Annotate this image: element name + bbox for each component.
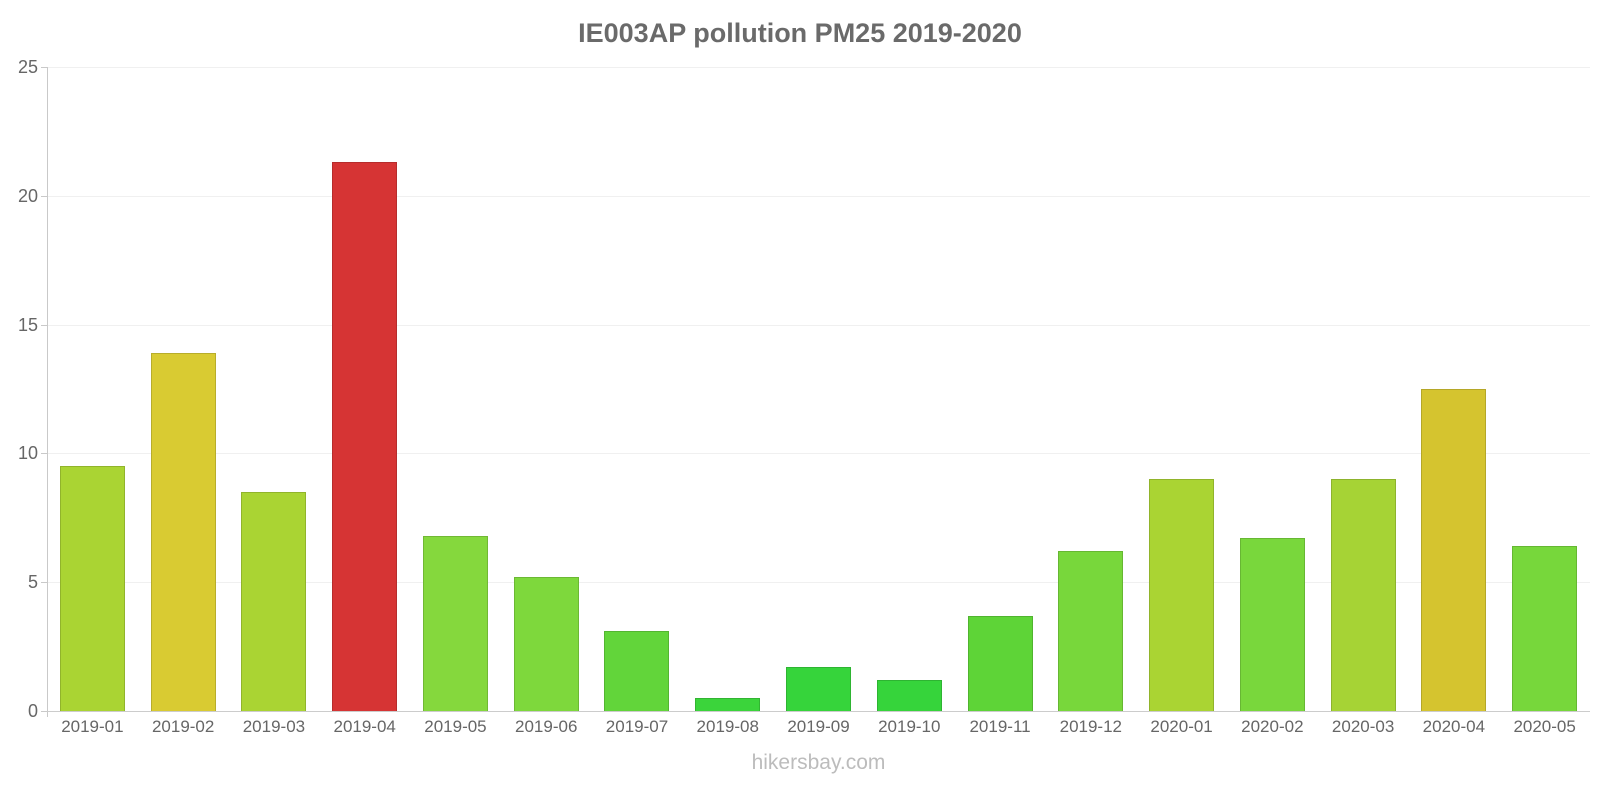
bar-slot-2019-07 — [592, 67, 683, 711]
gridline-20 — [48, 195, 1590, 197]
y-tick-15 — [41, 324, 47, 326]
y-axis-label-0: 0 — [27, 701, 38, 721]
bar-2019-09[interactable] — [786, 667, 851, 711]
bar-2019-10[interactable] — [876, 680, 942, 711]
y-tick-5 — [41, 582, 47, 584]
bar-slot-2019-06 — [501, 67, 592, 711]
x-axis-label-2020-03: 2020-03 — [1331, 717, 1395, 736]
x-axis-label-2020-01: 2020-01 — [1150, 717, 1213, 736]
bar-2020-02[interactable] — [1239, 538, 1305, 711]
x-axis-label-2019-06: 2019-06 — [515, 717, 578, 736]
bar-slot-2020-04 — [1408, 67, 1499, 711]
gridline-10 — [48, 453, 1590, 455]
watermark: hikersbay.com — [751, 751, 886, 774]
y-axis-label-15: 15 — [17, 314, 38, 335]
y-axis-label-10: 10 — [17, 443, 38, 464]
bar-2020-03[interactable] — [1330, 479, 1396, 711]
y-tick-25 — [41, 67, 47, 68]
bar-slot-2019-02 — [138, 67, 229, 711]
bar-slot-2020-05 — [1499, 67, 1590, 711]
bars-row — [47, 67, 1590, 711]
bar-slot-2019-03 — [229, 67, 320, 711]
x-axis-labels: 2019-01 2019-02 2019-03 2019-04 2019-05 2019-… — [47, 717, 1590, 737]
y-axis-line — [47, 67, 48, 717]
bar-slot-2019-12 — [1045, 67, 1136, 711]
bar-slot-2019-08 — [682, 67, 773, 711]
y-axis-label-5: 5 — [27, 572, 38, 593]
gridline-0 — [47, 711, 1590, 712]
bar-2019-02[interactable] — [150, 352, 216, 711]
bar-2019-01[interactable] — [59, 466, 125, 711]
x-axis-label-2019-09: 2019-09 — [787, 717, 850, 736]
bar-2019-06[interactable] — [513, 577, 579, 711]
bar-slot-2020-03 — [1318, 67, 1409, 711]
bar-2019-07[interactable] — [604, 631, 670, 711]
bar-2020-04[interactable] — [1421, 389, 1487, 711]
bar-2019-03[interactable] — [241, 492, 307, 711]
bar-slot-2020-01 — [1136, 67, 1227, 711]
bar-2019-12[interactable] — [1058, 551, 1124, 711]
y-tick-20 — [41, 195, 47, 197]
bar-2019-04[interactable] — [332, 162, 398, 711]
bar-slot-2019-11 — [955, 67, 1046, 711]
bar-2019-08[interactable] — [695, 698, 761, 711]
bar-2019-05[interactable] — [422, 535, 488, 711]
x-axis-label-2020-02: 2020-02 — [1241, 717, 1304, 736]
bar-slot-2019-05 — [410, 67, 501, 711]
y-tick-10 — [41, 453, 47, 455]
y-tick-0 — [41, 711, 47, 712]
gridline-15 — [48, 324, 1590, 326]
gridline-5 — [48, 582, 1590, 584]
bar-2019-11[interactable] — [967, 615, 1033, 711]
y-axis-label-25: 25 — [17, 57, 38, 77]
bar-slot-2019-10 — [864, 67, 955, 711]
x-axis-label-2019-01: 2019-01 — [61, 717, 124, 736]
gridline-25 — [48, 67, 1590, 68]
x-axis-label-2019-08: 2019-08 — [696, 717, 759, 736]
chart-title: IE003AP pollution PM25 2019-2020 — [578, 18, 1022, 48]
bar-slot-2019-09 — [773, 67, 864, 711]
x-axis-label-2019-03: 2019-03 — [242, 717, 306, 736]
bar-slot-2020-02 — [1227, 67, 1318, 711]
y-axis-label-20: 20 — [17, 185, 38, 206]
x-axis-label-2019-04: 2019-04 — [333, 717, 396, 736]
bar-2020-05[interactable] — [1512, 546, 1578, 711]
x-axis-label-2019-11: 2019-11 — [969, 717, 1031, 736]
x-axis-label-2019-10: 2019-10 — [878, 717, 941, 736]
x-axis-label-2019-02: 2019-02 — [151, 717, 215, 736]
x-axis-label-2020-04: 2020-04 — [1422, 717, 1486, 736]
x-axis-label-2019-12: 2019-12 — [1059, 717, 1122, 736]
bar-slot-2019-01 — [47, 67, 138, 711]
x-axis-label-2019-07: 2019-07 — [605, 717, 669, 736]
x-axis-label-2020-05: 2020-05 — [1513, 717, 1576, 736]
bar-2020-01[interactable] — [1149, 479, 1215, 711]
x-axis-label-2019-05: 2019-05 — [424, 717, 487, 736]
bar-slot-2019-04 — [319, 67, 410, 711]
